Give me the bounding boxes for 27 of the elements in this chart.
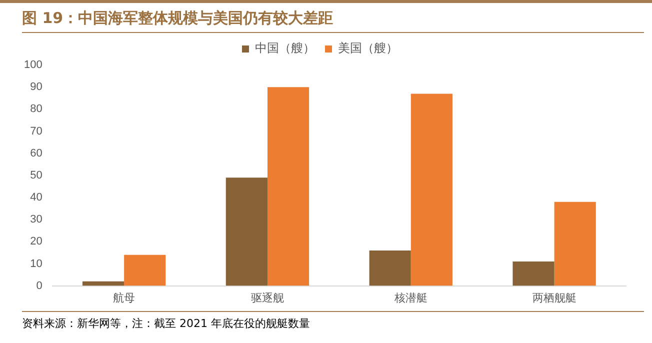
x-tick-label: 航母: [113, 291, 136, 304]
y-tick-label: 100: [24, 59, 42, 72]
y-tick-label: 20: [30, 236, 42, 248]
x-tick-label: 核潜艇: [393, 291, 428, 304]
chart-title: 图 19：中国海军整体规模与美国仍有较大差距: [22, 3, 644, 33]
bar: [267, 87, 310, 286]
bar: [369, 250, 411, 286]
y-tick-label: 30: [30, 214, 42, 226]
bar: [124, 254, 166, 286]
x-tick-label: 驱逐舰: [250, 291, 284, 304]
y-tick-label: 70: [30, 125, 42, 138]
y-tick-label: 0: [36, 280, 42, 292]
bar: [82, 281, 124, 286]
y-tick-label: 60: [30, 147, 42, 160]
x-tick-label: 两栖舰艇: [532, 291, 576, 304]
text: 资料来源：新华网等，注：截至 2021 年底在役的舰艇数量: [22, 316, 311, 331]
bar: [512, 262, 554, 286]
y-tick-label: 50: [30, 169, 42, 182]
bar: [554, 202, 596, 286]
legend-label: 美国（艘）: [338, 41, 398, 56]
legend-label: 中国（艘）: [255, 41, 315, 56]
bar: [410, 94, 452, 286]
y-tick-label: 10: [30, 258, 42, 270]
y-tick-label: 80: [30, 103, 42, 116]
bar: [226, 178, 268, 286]
y-tick-label: 90: [30, 81, 42, 94]
y-tick-label: 40: [30, 192, 42, 204]
